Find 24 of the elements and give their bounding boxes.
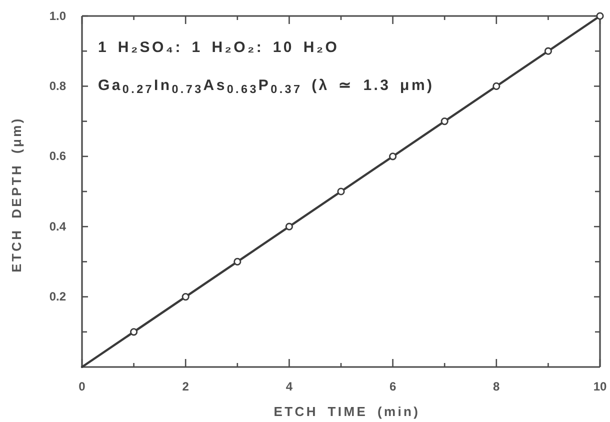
- y-tick-label: 0.2: [49, 290, 66, 304]
- point: [337, 188, 345, 196]
- y-tick-label: 1.0: [49, 8, 66, 23]
- point: [544, 47, 552, 55]
- x-tick-label: 2: [182, 380, 190, 394]
- point: [285, 222, 293, 230]
- point: [182, 293, 190, 301]
- x-tick-label: 6: [389, 380, 396, 394]
- annotation: 1 H₂SO₄: 1 H₂O₂: 10 H₂O: [98, 39, 340, 56]
- x-axis-title: ETCH TIME (min): [274, 404, 420, 419]
- point: [130, 328, 138, 336]
- text: Ga$_{0.27}$In$_{0.73}$As$_{0.63}$P$_{0.37}$ (λ ≃ 1.3 μm): [98, 77, 434, 96]
- x-tick-label: 4: [286, 380, 293, 394]
- x-tick-label: 8: [493, 380, 500, 394]
- y-tick-label: 0.4: [49, 219, 66, 234]
- y-tick-label: 0.8: [49, 79, 66, 94]
- point: [440, 118, 448, 126]
- point: [492, 82, 500, 90]
- y-axis-title: ETCH DEPTH (μm): [9, 116, 24, 272]
- point: [234, 258, 242, 266]
- y-tick-label: 0.6: [49, 149, 66, 164]
- x-tick-label: 10: [593, 380, 607, 394]
- x-tick-label: 0: [78, 380, 86, 394]
- point: [389, 152, 397, 160]
